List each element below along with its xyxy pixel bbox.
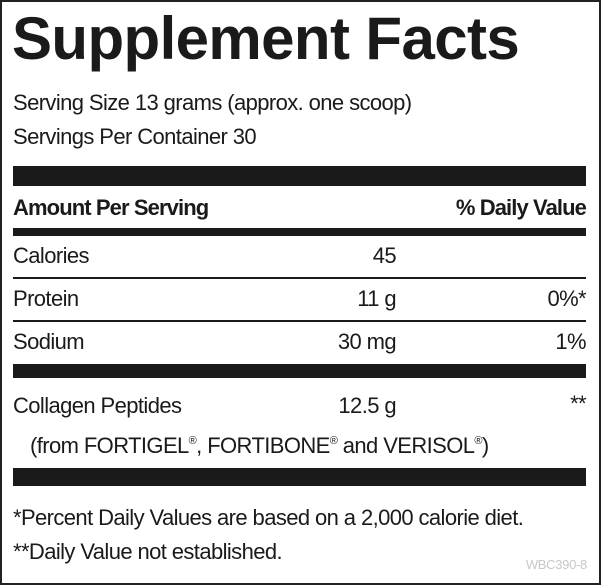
row-amount: 11 g bbox=[357, 286, 396, 311]
row-name: Collagen Peptides bbox=[13, 393, 182, 418]
footnote: **Daily Value not established. bbox=[13, 539, 283, 564]
row-name: Sodium bbox=[13, 329, 85, 354]
row-name: Calories bbox=[13, 243, 90, 268]
thick-divider bbox=[13, 468, 586, 486]
row-dv: ** bbox=[570, 391, 587, 416]
footnote: *Percent Daily Values are based on a 2,0… bbox=[13, 505, 524, 530]
collagen-source: (from FORTIGEL®, FORTIBONE® and VERISOL®… bbox=[30, 433, 489, 458]
row-amount: 45 bbox=[372, 243, 397, 268]
serving-size: Serving Size 13 grams (approx. one scoop… bbox=[13, 90, 412, 115]
label-code: WBC390-8 bbox=[525, 557, 587, 572]
medium-divider bbox=[13, 228, 586, 236]
thick-divider bbox=[13, 364, 586, 378]
servings-per-container: Servings Per Container 30 bbox=[13, 124, 257, 149]
amount-per-serving-header: Amount Per Serving bbox=[13, 195, 209, 220]
thick-divider bbox=[13, 166, 586, 186]
row-dv: 1% bbox=[555, 329, 586, 354]
row-divider bbox=[13, 277, 586, 279]
row-name: Protein bbox=[13, 286, 79, 311]
row-divider bbox=[13, 320, 586, 322]
row-amount: 30 mg bbox=[337, 329, 397, 354]
row-amount: 12.5 g bbox=[338, 393, 396, 418]
label-title: Supplement Facts bbox=[12, 5, 520, 72]
daily-value-header: % Daily Value bbox=[455, 195, 587, 220]
row-dv: 0%* bbox=[547, 286, 586, 311]
